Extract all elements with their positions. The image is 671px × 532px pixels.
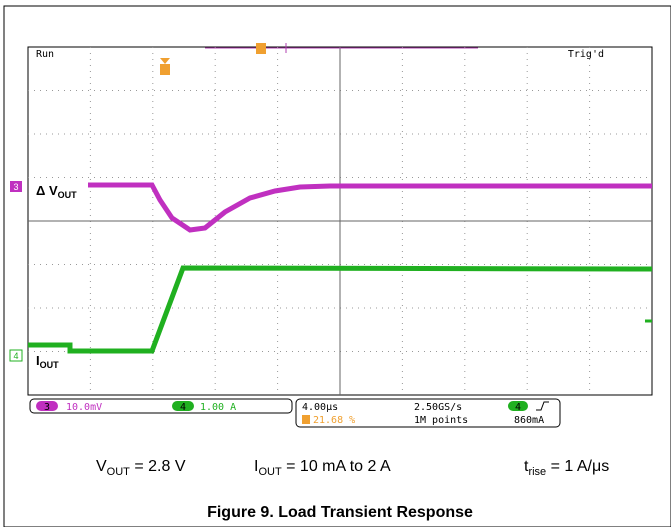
trigger-marker [256,43,266,54]
trigger-icon [302,415,310,424]
trigger-marker [160,64,170,75]
channel-badge [172,401,194,411]
voltage-trace [88,182,652,233]
record-length: 1M points [414,415,468,426]
status-left: Run [36,49,54,60]
sample-rate: 2.50GS/s [414,402,462,413]
edge-icon [536,401,549,411]
condition: VOUT = 2.8 V [96,458,186,478]
channel-scale: 1.00 A [200,402,236,413]
channel-number: 4 [13,351,18,361]
trigger-level: 860mA [514,415,544,426]
trigger-arrow [160,58,170,64]
condition: trise = 1 A/μs [524,458,609,478]
channel-number: 4 [180,402,186,413]
trigger-channel: 4 [515,402,521,413]
channel-badge [508,401,528,411]
timebase-readout [295,398,561,428]
caption: Figure 9. Load Transient Response [207,504,473,521]
timebase: 4.00μs [302,402,338,413]
trace-label: Δ VOUT [36,183,77,200]
channel-scale: 10.0mV [66,402,102,413]
channel-marker [9,349,23,362]
status-right: Trig'd [568,49,604,60]
condition: IOUT = 10 mA to 2 A [254,458,391,478]
current-trace [28,265,653,354]
channel-number: 3 [44,402,50,413]
channel-marker [10,181,22,192]
channel-badge [36,401,58,411]
channel-readout [29,398,293,414]
trigger-position: 21.68 % [313,415,355,426]
channel-number: 3 [13,182,18,192]
trace-label: IOUT [36,353,59,370]
